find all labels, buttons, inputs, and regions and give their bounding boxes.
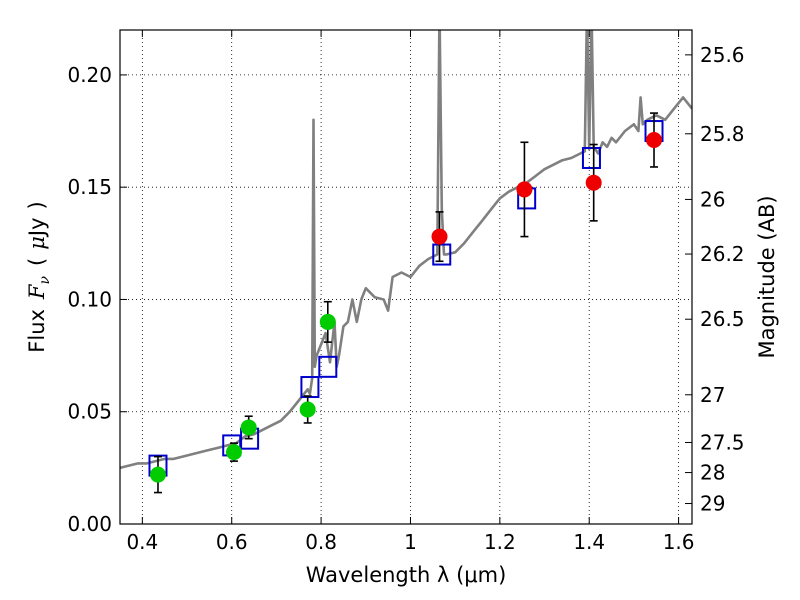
- y-axis-label-var: F: [25, 283, 49, 300]
- observed-flux-point: [431, 228, 448, 245]
- observed-flux-point: [585, 174, 602, 191]
- mag-tick-label: 27: [700, 383, 725, 407]
- observed-flux-point: [225, 444, 242, 461]
- plot-frame: [119, 29, 693, 525]
- y-tick-label: 0.15: [67, 175, 112, 199]
- x-tick-label: 1.2: [484, 530, 516, 554]
- y-axis-label: Flux Fν ( μJy): [25, 201, 53, 352]
- plot-background: [120, 30, 692, 524]
- observed-flux-point: [646, 132, 663, 149]
- mag-tick-label: 27.5: [700, 430, 745, 454]
- model-flux-square: [581, 146, 601, 169]
- mag-tick-label: 25.8: [700, 122, 745, 146]
- model-flux-square: [300, 376, 320, 399]
- y-tick-label: 0.05: [67, 400, 112, 424]
- x-axis-label: Wavelength λ (μm): [306, 563, 507, 587]
- observed-flux-point: [516, 181, 533, 198]
- mag-tick-label: 26.2: [700, 242, 745, 266]
- y-tick-label: 0.10: [67, 287, 112, 311]
- model-flux-square: [432, 243, 452, 266]
- y-tick-label: 0.20: [67, 63, 112, 87]
- observed-flux-point: [319, 313, 336, 330]
- y-axis-label-sub: ν: [37, 275, 53, 284]
- axis-ticks: 0.4 0.6 0.8 1 1.2 1.4 1.6 0.00 0.05 0.10 0.15 0.20 2…: [67, 30, 745, 554]
- observed-flux-point: [149, 466, 166, 483]
- y-tick-label: 0.00: [67, 512, 112, 536]
- x-tick-label: 1.4: [573, 530, 605, 554]
- y-axis-label-prefix: Flux: [25, 309, 49, 353]
- x-tick-label: 0.8: [305, 530, 337, 554]
- right-axis-label: Magnitude (AB): [755, 195, 779, 358]
- model-flux-square: [318, 355, 338, 378]
- x-tick-label: 1: [404, 530, 417, 554]
- y-axis-label-unit-mu: μ: [25, 236, 49, 250]
- observed-flux-point: [240, 419, 257, 436]
- y-axis-label-open: (: [25, 258, 49, 266]
- x-tick-label: 0.4: [126, 530, 158, 554]
- observed-photometry-layer: [149, 132, 663, 483]
- mag-tick-label: 29: [700, 492, 725, 516]
- mag-tick-label: 26.5: [700, 307, 745, 331]
- mag-tick-label: 28: [700, 461, 725, 485]
- y-axis-label-unit: Jy: [25, 217, 49, 238]
- x-tick-label: 1.6: [663, 530, 695, 554]
- mag-tick-label: 25.6: [700, 43, 745, 67]
- x-tick-label: 0.6: [216, 530, 248, 554]
- y-axis-label-close: ): [25, 201, 49, 209]
- mag-tick-label: 26: [700, 187, 725, 211]
- observed-flux-point: [299, 401, 316, 418]
